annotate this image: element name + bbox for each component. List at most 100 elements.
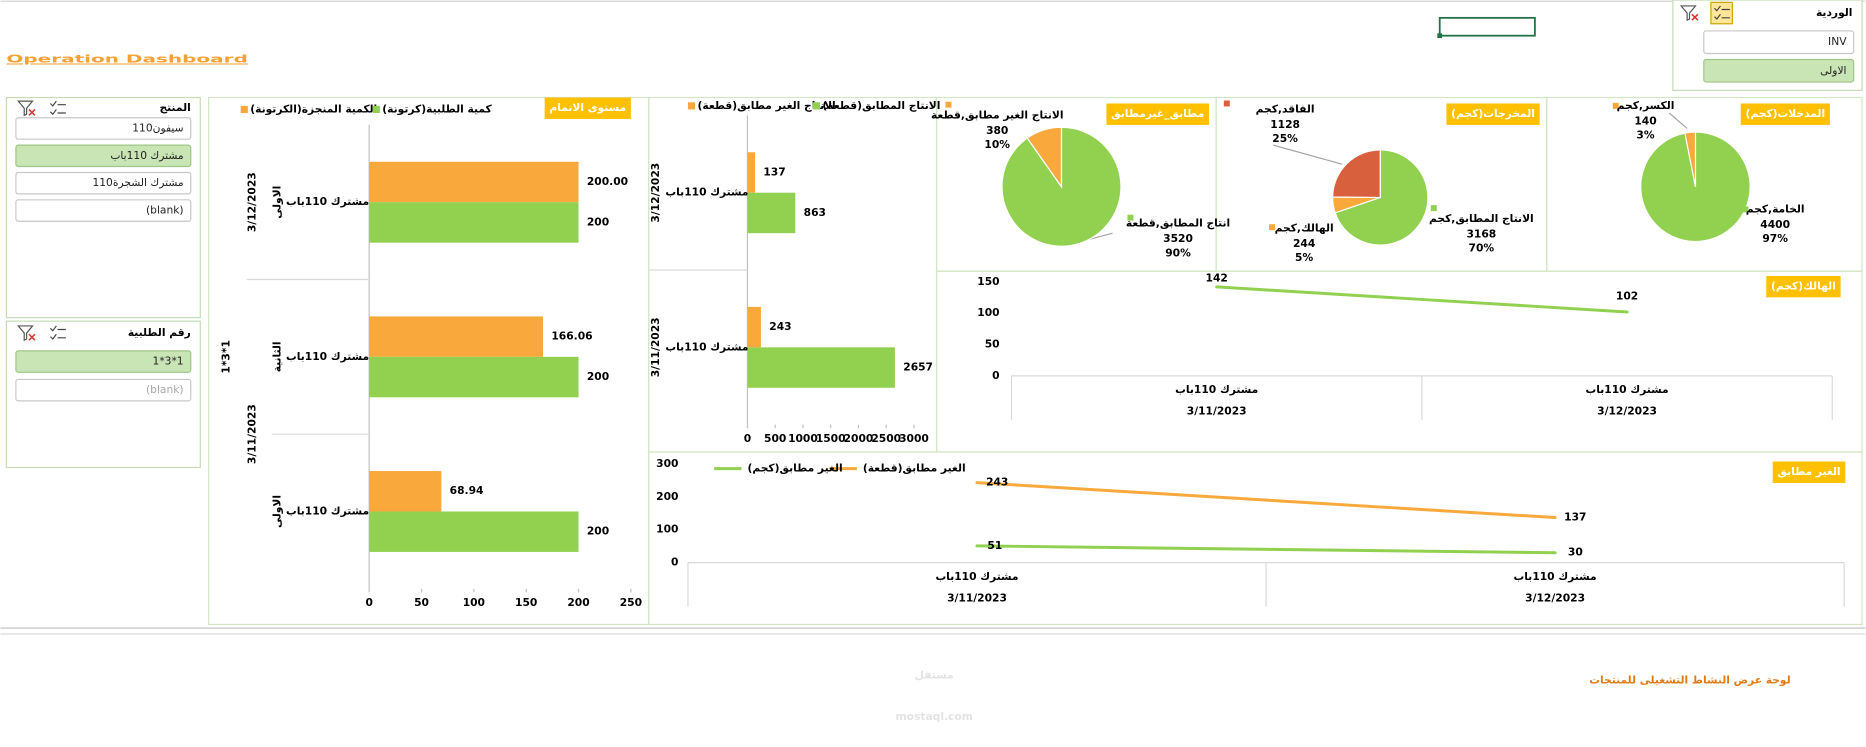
data-label: 200: [587, 370, 609, 383]
legend-key: [945, 101, 952, 108]
panel: [648, 451, 1863, 626]
data-label: 243: [769, 320, 791, 333]
clear-filter-icon[interactable]: [1679, 5, 1697, 22]
data-label: 200.00: [587, 175, 628, 188]
bar: [747, 152, 756, 193]
slicer-item[interactable]: [15, 117, 192, 140]
title-box: [1740, 103, 1830, 125]
bar: [747, 347, 895, 388]
cell-selector[interactable]: [1438, 16, 1536, 37]
slicer-item[interactable]: [1703, 58, 1855, 83]
slice-name: الكسر,كجم: [1617, 99, 1675, 112]
category-label: مشترك 110باب: [1175, 383, 1258, 396]
x-tick-label: 1500: [816, 432, 846, 445]
outer-group-label: 1*3*1: [219, 340, 232, 374]
slicer-item-label: INV: [1828, 35, 1847, 48]
category-label: مشترك 110باب: [1514, 570, 1597, 583]
y-tick-label: 0: [992, 369, 999, 382]
slice-value: 1128: [1270, 118, 1300, 131]
pie-slice: [1684, 131, 1697, 187]
group-label: 3/11/2023: [947, 591, 1007, 604]
group-label: 3/11/2023: [1187, 405, 1247, 418]
x-tick-label: 250: [620, 596, 642, 609]
panels: [208, 96, 1863, 626]
data-label: 2657: [903, 361, 933, 374]
slice-name: الفاقد,كجم: [1256, 102, 1315, 115]
chart-title: مستوى الاتمام: [549, 101, 626, 114]
legend-swatch: [372, 105, 380, 114]
slice-percent: 70%: [1469, 242, 1495, 255]
clear-x: [28, 333, 36, 341]
data-label: 166.06: [551, 330, 592, 343]
slicer-item-label: 1*3*1: [153, 355, 184, 368]
x-tick-label: 2500: [871, 432, 901, 445]
multi-select-icon[interactable]: [49, 100, 66, 116]
slicer-item[interactable]: [15, 171, 192, 195]
slice-name: الانتاج الغير مطابق,قطعة: [931, 108, 1064, 122]
pie-slice: [1332, 149, 1381, 199]
line-series: [975, 544, 1557, 555]
slice-name: الهالك,كجم: [1275, 221, 1334, 234]
legend-label: الانتاج الغير مطابق(قطعة): [697, 99, 835, 113]
multi-select-icon[interactable]: [49, 325, 66, 340]
slicer-item[interactable]: [15, 378, 192, 402]
category-label: مشترك 110باب: [1586, 383, 1669, 396]
bar: [369, 471, 442, 512]
watermark-logo: مستقل: [915, 669, 954, 682]
x-tick-label: 150: [515, 596, 537, 609]
y-tick-label: 100: [977, 306, 999, 319]
legend-key: [1430, 205, 1437, 212]
legend-key: [1127, 214, 1134, 221]
x-tick-label: 200: [567, 596, 589, 609]
data-label: 137: [763, 165, 785, 178]
y-tick-label: 150: [977, 275, 999, 288]
data-label: 863: [804, 206, 826, 219]
slice-name: انتاج المطابق,قطعة: [1126, 217, 1230, 231]
slicer-item[interactable]: [15, 144, 192, 168]
slicer-item[interactable]: [15, 199, 192, 222]
y-tick-label: 50: [985, 338, 1000, 351]
slicer-item[interactable]: [15, 350, 192, 373]
slicer-item[interactable]: [1703, 30, 1855, 55]
slicer-item-label: مشترك 110باب: [110, 149, 183, 162]
data-label: 68.94: [450, 484, 484, 497]
slice-percent: 3%: [1636, 129, 1654, 142]
watermark-site: mostaql.com: [896, 710, 973, 723]
legend-key: [1742, 206, 1749, 213]
x-tick-label: 0: [365, 596, 372, 609]
bar: [747, 306, 761, 348]
chart-title: المخرجات(كجم): [1451, 107, 1535, 120]
data-label: 137: [1564, 511, 1586, 524]
cell-handle: [1437, 33, 1443, 39]
leader-line: [1668, 112, 1688, 129]
slicer-item-label: (blank): [146, 383, 184, 396]
bar: [369, 511, 579, 552]
bar: [369, 161, 579, 203]
chart-title: المدخلات(كجم): [1745, 107, 1825, 120]
leader-line: [1273, 144, 1343, 165]
slice-name: الخامة,كجم: [1746, 202, 1805, 215]
legend-key: [1269, 224, 1275, 231]
y-tick-label: 200: [656, 490, 678, 503]
category-label: مشترك 110باب: [935, 570, 1018, 583]
slice-percent: 97%: [1762, 232, 1788, 245]
subgroup-label: الثانية: [271, 341, 284, 372]
slicer-title: رقم الطلبية: [128, 326, 191, 339]
panel: [648, 96, 938, 453]
multi-select-icon[interactable]: [1714, 5, 1730, 20]
y-tick-label: 100: [656, 523, 678, 536]
bar: [747, 192, 796, 234]
group-label: 3/11/2023: [649, 317, 662, 377]
subgroup-label: الاولى: [271, 495, 284, 528]
group-label: 3/12/2023: [246, 172, 259, 232]
category-label: مشترك 110باب: [286, 504, 369, 517]
clear-filter-icon[interactable]: [17, 100, 34, 117]
x-tick-label: 1000: [788, 432, 818, 445]
slicer-item-label: مشترك الشجرة110: [92, 176, 183, 189]
slicer-item-label: الاولى: [1820, 64, 1846, 77]
clear-filter-icon[interactable]: [17, 325, 34, 342]
group-label: 3/12/2023: [1597, 405, 1657, 418]
slice-value: 380: [986, 124, 1008, 137]
